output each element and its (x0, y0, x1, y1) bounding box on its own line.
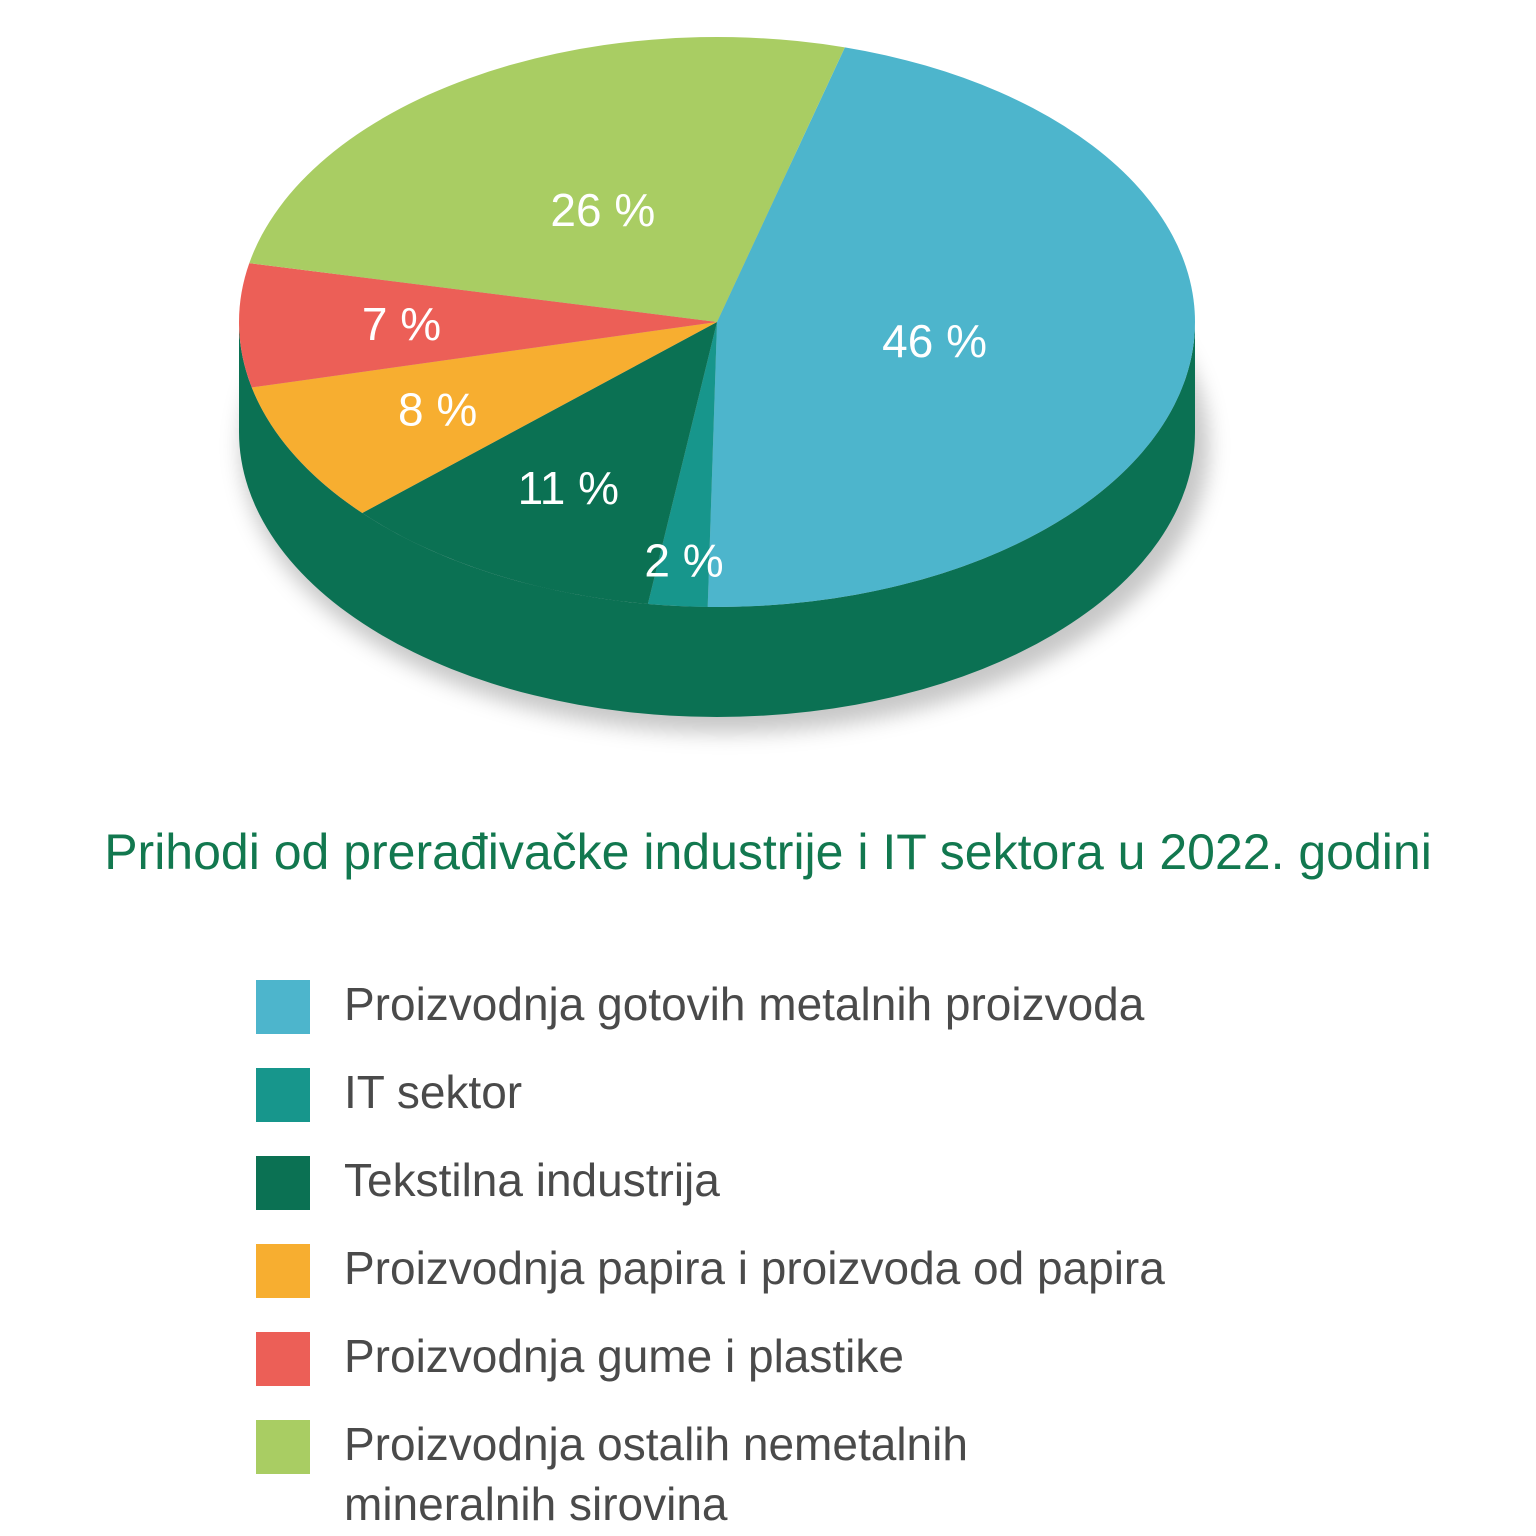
legend-label: Proizvodnja gotovih metalnih proizvoda (344, 978, 1145, 1030)
pie-slice (362, 322, 717, 605)
legend-swatch (256, 1420, 310, 1474)
slice-value-label: 2 % (644, 535, 723, 587)
pie-slice (239, 263, 717, 388)
pie-slice (251, 322, 718, 514)
slice-value-label: 46 % (882, 315, 987, 367)
legend-label: Proizvodnja gume i plastike (344, 1330, 904, 1382)
pie-slice (249, 37, 845, 322)
legend-swatch (256, 1332, 310, 1386)
legend-label: IT sektor (344, 1066, 523, 1118)
legend-label: Tekstilna industrija (344, 1154, 720, 1206)
chart-title: Prihodi od prerađivačke industrije i IT … (104, 824, 1432, 880)
legend-swatch (256, 1244, 310, 1298)
pie-labels: 46 % 2 % 11 % 8 % 7 % 26 % (362, 184, 987, 587)
pie-chart: 46 % 2 % 11 % 8 % 7 % 26 % (239, 37, 1209, 733)
legend-swatch (256, 1156, 310, 1210)
legend-label: Proizvodnja papira i proizvoda od papira (344, 1242, 1165, 1294)
pie-side-band (239, 322, 1195, 717)
legend-label: Proizvodnja ostalih nemetalnih mineralni… (344, 1418, 968, 1530)
slice-value-label: 11 % (518, 462, 619, 514)
pie-side (239, 322, 1195, 717)
pie-slice (707, 47, 1195, 607)
slice-value-label: 7 % (362, 298, 441, 350)
pie-slice (647, 322, 717, 607)
slice-value-label: 26 % (550, 184, 655, 236)
legend-swatch (256, 1068, 310, 1122)
pie-slices (239, 37, 1195, 607)
legend-swatch (256, 980, 310, 1034)
slice-value-label: 8 % (398, 383, 477, 435)
